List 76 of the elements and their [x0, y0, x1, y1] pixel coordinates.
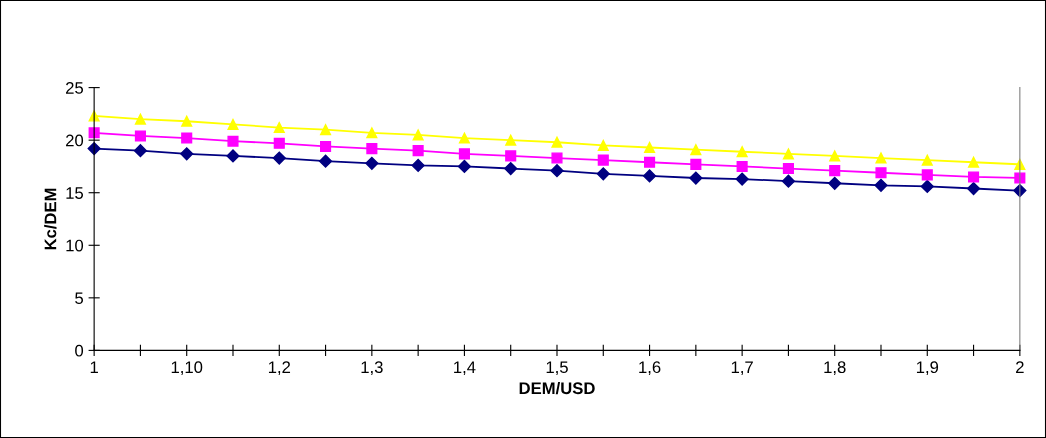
y-tick-label: 0 [75, 344, 84, 357]
point [782, 162, 794, 175]
point [736, 146, 748, 158]
point [318, 154, 333, 168]
point [458, 132, 470, 144]
point [551, 136, 563, 148]
y-tick-label: 5 [75, 292, 84, 305]
point [272, 151, 286, 165]
y-tick-label: 10 [66, 239, 84, 252]
point [320, 124, 332, 136]
point [596, 167, 610, 181]
point [828, 176, 842, 190]
point [227, 135, 239, 147]
point [735, 172, 749, 186]
point [457, 159, 472, 174]
x-tick-label: 2 [1016, 361, 1024, 373]
point [505, 150, 517, 162]
x-tick-label: 1,7 [731, 361, 753, 376]
point [133, 144, 148, 158]
point [180, 147, 194, 161]
point [411, 158, 425, 172]
point [874, 178, 888, 192]
point [366, 127, 378, 139]
point [320, 140, 332, 153]
point [642, 169, 657, 183]
point [829, 150, 841, 162]
point [921, 154, 933, 166]
point [968, 156, 980, 168]
point [550, 164, 564, 178]
point [273, 121, 285, 134]
point [134, 113, 146, 125]
x-axis-title: DEM/USD [519, 381, 595, 395]
point [365, 156, 379, 170]
point [968, 171, 980, 183]
point [597, 139, 609, 151]
point [875, 152, 887, 164]
point [226, 149, 240, 163]
point [227, 118, 239, 130]
x-tick-label: 1,5 [546, 361, 568, 376]
point [689, 171, 703, 185]
point [875, 167, 887, 179]
x-tick-label: 1,8 [824, 361, 846, 376]
y-tick-label: 25 [66, 82, 84, 94]
point [736, 160, 748, 172]
x-tick-label: 1,3 [361, 361, 383, 376]
y-axis-title: Kc/DEM [44, 188, 57, 250]
x-tick-label: 1 [90, 361, 98, 373]
point [829, 165, 841, 177]
point [458, 148, 470, 160]
x-tick-label: 1,9 [916, 361, 939, 376]
point [504, 161, 518, 176]
point [597, 154, 609, 166]
y-tick-label: 20 [66, 134, 84, 147]
point [690, 158, 702, 170]
point [412, 145, 424, 157]
point [134, 130, 146, 142]
point [412, 129, 424, 141]
point [551, 152, 563, 164]
x-tick-label: 1,4 [454, 361, 476, 376]
x-tick-label: 1,10 [171, 361, 203, 376]
point [781, 174, 796, 188]
y-tick-label: 15 [66, 187, 84, 199]
point [181, 132, 193, 144]
point [920, 179, 934, 194]
point [690, 144, 702, 156]
point [782, 148, 794, 160]
x-tick-label: 1,6 [639, 361, 661, 376]
point [181, 115, 193, 127]
point [921, 169, 933, 181]
point [273, 137, 285, 149]
point [644, 156, 656, 168]
point [366, 143, 378, 155]
point [644, 141, 656, 154]
point [966, 181, 981, 196]
x-tick-label: 1,2 [268, 361, 291, 376]
point [505, 134, 517, 146]
